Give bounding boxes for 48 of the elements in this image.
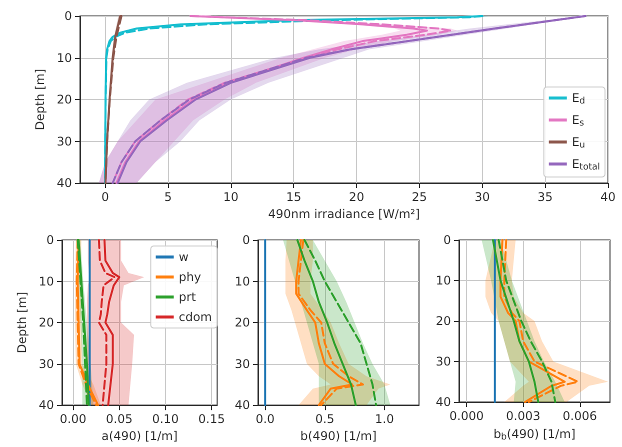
y-tick-label: 30 bbox=[56, 134, 72, 148]
y-tick-label: 40 bbox=[234, 398, 250, 412]
x-tick-label: 1.0 bbox=[374, 412, 394, 426]
legend-label: prt bbox=[178, 290, 196, 304]
x-tick-label: 30 bbox=[474, 190, 490, 204]
legend-label: w bbox=[178, 250, 189, 264]
x-tick-label: 0.10 bbox=[152, 412, 179, 426]
y-tick-label: 40 bbox=[436, 395, 451, 409]
x-axis-title: a(490) [1/m] bbox=[102, 429, 178, 443]
y-tick-label: 30 bbox=[38, 356, 54, 371]
y-tick-label: 0 bbox=[443, 233, 451, 247]
y-axis-title: Depth [m] bbox=[14, 292, 29, 354]
x-tick-label: 0.0 bbox=[256, 412, 275, 426]
y-tick-label: 20 bbox=[436, 314, 451, 328]
y-tick-label: 10 bbox=[436, 274, 451, 288]
x-tick-label: 25 bbox=[412, 190, 428, 204]
x-tick-label: 10 bbox=[223, 190, 238, 204]
x-tick-label: 0.006 bbox=[562, 409, 597, 423]
y-tick-label: 0 bbox=[46, 233, 54, 247]
x-tick-label: 0.00 bbox=[60, 412, 86, 426]
x-axis-title: 490nm irradiance [W/m²] bbox=[268, 206, 420, 221]
x-tick-label: 40 bbox=[600, 190, 616, 204]
y-tick-label: 40 bbox=[38, 398, 54, 412]
y-tick-label: 10 bbox=[38, 274, 54, 288]
x-tick-label: 20 bbox=[348, 190, 364, 204]
x-tick-label: 35 bbox=[538, 190, 553, 204]
y-tick-label: 30 bbox=[436, 354, 451, 368]
y-tick-label: 30 bbox=[234, 356, 250, 371]
y-tick-label: 0 bbox=[242, 233, 250, 247]
x-tick-label: 5 bbox=[164, 190, 172, 204]
x-tick-label: 0.05 bbox=[106, 412, 133, 426]
y-tick-label: 10 bbox=[56, 50, 72, 65]
x-tick-label: 0.5 bbox=[315, 412, 334, 426]
legend-label: phy bbox=[178, 270, 202, 284]
y-tick-label: 0 bbox=[64, 9, 72, 23]
y-tick-label: 20 bbox=[38, 316, 54, 330]
x-axis-title: b(490) [1/m] bbox=[300, 429, 377, 443]
legend-label: cdom bbox=[178, 310, 212, 324]
y-tick-label: 20 bbox=[234, 316, 250, 330]
x-tick-label: 0.000 bbox=[449, 409, 484, 423]
x-tick-label: 0 bbox=[101, 190, 109, 204]
y-axis-title: Depth [m] bbox=[32, 68, 47, 130]
y-tick-label: 20 bbox=[56, 92, 72, 106]
y-tick-label: 10 bbox=[234, 274, 250, 288]
x-tick-label: 0.15 bbox=[198, 412, 225, 426]
y-tick-label: 40 bbox=[56, 176, 72, 190]
x-tick-label: 15 bbox=[286, 190, 302, 204]
x-tick-label: 0.003 bbox=[506, 409, 540, 423]
